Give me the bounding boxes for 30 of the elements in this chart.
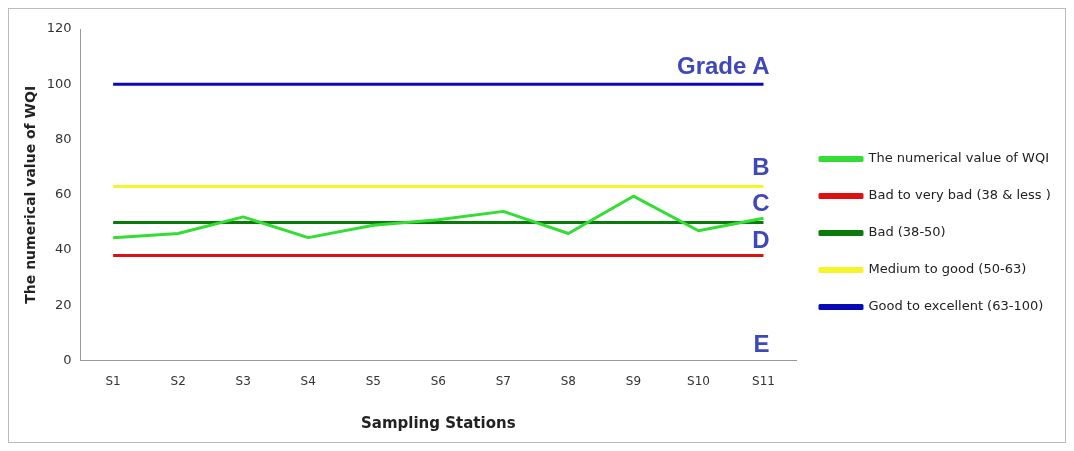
annotation: Grade A xyxy=(677,51,770,79)
legend-label: Good to excellent (63-100) xyxy=(868,298,1044,314)
y-tick-label: 20 xyxy=(55,296,72,312)
y-tick-label: 100 xyxy=(46,75,72,91)
annotation: C xyxy=(752,189,770,217)
legend-label: Bad to very bad (38 & less ) xyxy=(868,187,1051,203)
x-tick-label: S7 xyxy=(495,373,511,388)
x-tick-label: S6 xyxy=(430,373,446,388)
y-tick-label: 80 xyxy=(55,130,72,146)
annotation: D xyxy=(752,225,770,253)
x-tick-label: S4 xyxy=(300,373,316,388)
x-tick-label: S10 xyxy=(687,373,710,388)
y-axis-title: The numerical value of WQI xyxy=(22,85,39,304)
y-tick-label: 60 xyxy=(55,186,72,202)
x-axis-title: Sampling Stations xyxy=(361,413,516,432)
x-tick-label: S8 xyxy=(560,373,577,388)
x-tick-label: S3 xyxy=(235,373,251,388)
legend-label: Medium to good (50-63) xyxy=(868,261,1027,277)
x-tick-label: S11 xyxy=(752,373,775,388)
annotation: E xyxy=(753,330,770,358)
annotation: B xyxy=(752,152,770,180)
legend-label: The numerical value of WQI xyxy=(867,150,1049,166)
y-tick-label: 120 xyxy=(46,20,72,36)
x-tick-label: S1 xyxy=(105,373,121,388)
x-tick-label: S9 xyxy=(625,373,642,388)
legend-label: Bad (38-50) xyxy=(868,224,946,240)
x-tick-label: S5 xyxy=(365,373,381,388)
y-tick-label: 0 xyxy=(63,351,72,367)
y-tick-label: 40 xyxy=(55,241,72,257)
x-tick-label: S2 xyxy=(170,373,186,388)
